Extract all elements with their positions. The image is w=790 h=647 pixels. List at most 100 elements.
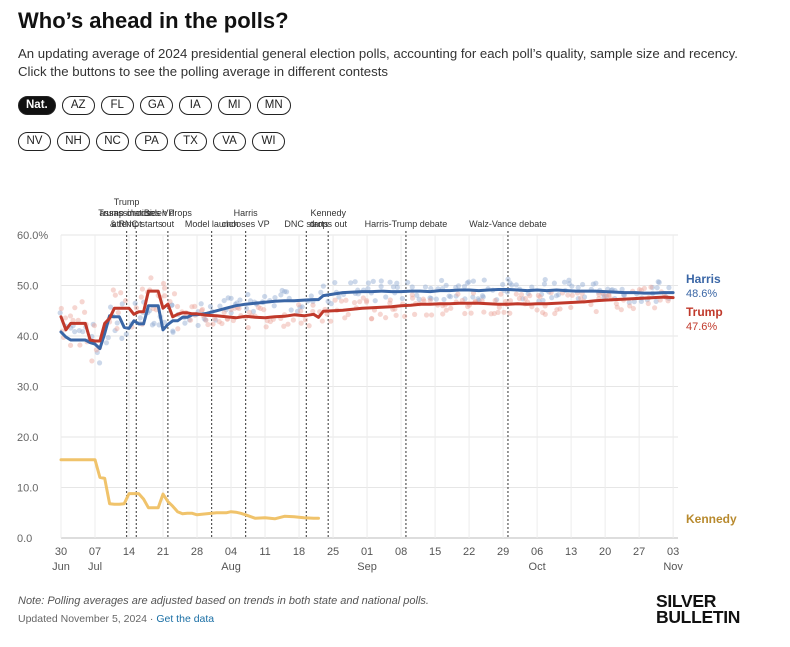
poll-dot bbox=[516, 295, 523, 302]
poll-dot bbox=[75, 317, 81, 323]
contest-button-national[interactable]: Nat. bbox=[18, 96, 56, 115]
event-label: Trump bbox=[114, 197, 140, 207]
contest-button-wi[interactable]: WI bbox=[252, 132, 285, 151]
poll-dot bbox=[501, 309, 507, 315]
poll-dot bbox=[267, 318, 273, 325]
poll-dot bbox=[500, 281, 506, 288]
poll-dot bbox=[566, 281, 572, 287]
x-tick-label: 04 bbox=[225, 546, 237, 558]
poll-dot bbox=[461, 283, 468, 290]
poll-dot bbox=[552, 310, 558, 317]
poll-dot bbox=[495, 309, 501, 315]
poll-dot bbox=[138, 294, 144, 300]
logo-line-2: BULLETIN bbox=[656, 607, 741, 627]
poll-dot bbox=[518, 292, 525, 298]
poll-dot bbox=[593, 308, 599, 315]
poll-dot bbox=[80, 329, 86, 335]
poll-dot bbox=[453, 293, 459, 299]
poll-dot bbox=[447, 294, 454, 300]
poll-dot bbox=[332, 297, 338, 303]
poll-dot bbox=[103, 340, 110, 346]
poll-dot bbox=[509, 282, 515, 288]
x-tick-label: 28 bbox=[191, 546, 203, 558]
poll-dot bbox=[150, 305, 156, 312]
event-label: attempt bbox=[112, 219, 143, 229]
contest-button-nh[interactable]: NH bbox=[57, 132, 90, 151]
contest-button-ia[interactable]: IA bbox=[178, 96, 212, 115]
poll-dot bbox=[368, 316, 375, 322]
x-tick-label: 08 bbox=[395, 546, 407, 558]
contest-buttons-row-2: NV NH NC PA TX VA WI bbox=[18, 132, 285, 151]
y-tick-label: 10.0 bbox=[17, 483, 38, 495]
y-tick-label: 40.0 bbox=[17, 331, 38, 343]
trump-value: 47.6% bbox=[686, 321, 717, 333]
poll-dot bbox=[618, 307, 624, 313]
poll-dot bbox=[507, 298, 514, 304]
poll-dot bbox=[423, 312, 430, 318]
poll-dot bbox=[225, 295, 231, 301]
contest-button-pa[interactable]: PA bbox=[135, 132, 168, 151]
poll-dot bbox=[641, 285, 647, 291]
x-month-label: Jul bbox=[88, 561, 102, 573]
poll-dot bbox=[90, 321, 96, 327]
poll-dot bbox=[352, 279, 358, 285]
poll-dot bbox=[455, 291, 461, 297]
event-label: Walz-Vance debate bbox=[469, 219, 547, 229]
event-label: assassination bbox=[99, 208, 154, 218]
poll-dot bbox=[107, 304, 114, 310]
poll-dot bbox=[636, 286, 643, 293]
poll-dot bbox=[360, 295, 366, 301]
poll-dot bbox=[319, 318, 325, 324]
contest-button-nv[interactable]: NV bbox=[18, 132, 51, 151]
poll-dot bbox=[345, 311, 351, 318]
poll-dot bbox=[283, 289, 290, 295]
poll-dot bbox=[148, 275, 154, 281]
poll-dot bbox=[578, 295, 584, 301]
poll-dot bbox=[462, 296, 468, 302]
poll-dot bbox=[264, 318, 270, 324]
poll-dot bbox=[230, 317, 236, 324]
get-the-data-link[interactable]: Get the data bbox=[156, 613, 215, 625]
contest-button-mi[interactable]: MI bbox=[217, 96, 251, 115]
poll-dot bbox=[167, 298, 173, 305]
poll-dot bbox=[383, 294, 389, 300]
contest-button-va[interactable]: VA bbox=[213, 132, 246, 151]
poll-dot bbox=[596, 291, 602, 298]
poll-dot bbox=[151, 320, 157, 326]
poll-dot bbox=[645, 300, 651, 307]
poll-dot bbox=[302, 317, 309, 323]
poll-dot bbox=[77, 342, 83, 348]
contest-button-nc[interactable]: NC bbox=[96, 132, 129, 151]
poll-dot bbox=[57, 310, 63, 316]
poll-dot bbox=[308, 293, 314, 299]
poll-dot bbox=[205, 321, 211, 328]
poll-dot bbox=[420, 296, 426, 302]
poll-dot bbox=[470, 278, 477, 284]
contest-button-tx[interactable]: TX bbox=[174, 132, 207, 151]
contest-button-fl[interactable]: FL bbox=[100, 96, 134, 115]
poll-dot bbox=[325, 298, 331, 304]
poll-dot bbox=[566, 277, 572, 283]
poll-dot bbox=[122, 298, 129, 304]
x-tick-label: 13 bbox=[565, 546, 577, 558]
poll-dot bbox=[606, 292, 612, 298]
poll-dot bbox=[299, 304, 305, 310]
poll-dot bbox=[387, 297, 393, 303]
poll-dot bbox=[261, 307, 267, 313]
poll-dot bbox=[119, 301, 125, 307]
poll-dot bbox=[114, 325, 120, 332]
poll-dot bbox=[631, 299, 637, 305]
contest-button-ga[interactable]: GA bbox=[139, 96, 173, 115]
poll-dot bbox=[306, 323, 312, 329]
poll-dot bbox=[279, 287, 285, 294]
poll-dot bbox=[656, 279, 662, 285]
poll-dot bbox=[189, 304, 195, 310]
contest-button-az[interactable]: AZ bbox=[61, 96, 95, 115]
poll-dot bbox=[440, 311, 446, 317]
poll-dot bbox=[198, 301, 204, 307]
contest-button-mn[interactable]: MN bbox=[256, 96, 291, 115]
poll-dot bbox=[263, 324, 269, 330]
poll-dot bbox=[443, 282, 449, 288]
poll-dot bbox=[541, 281, 548, 287]
poll-dot bbox=[282, 288, 288, 295]
